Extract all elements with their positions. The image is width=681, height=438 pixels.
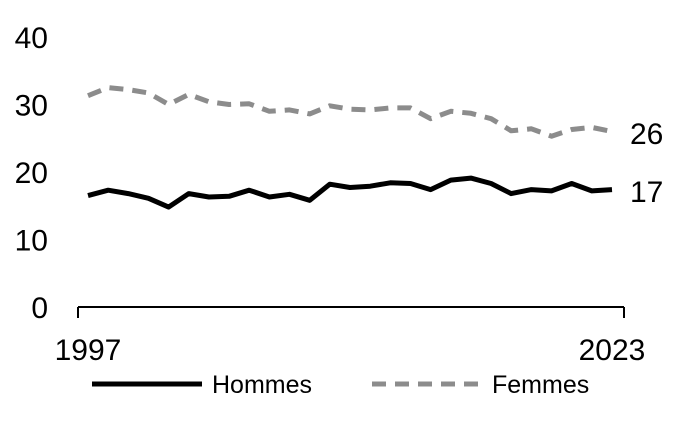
- y-axis-tick-labels: 0 10 20 30 40: [15, 22, 48, 325]
- y-tick-label-10: 10: [15, 225, 48, 258]
- hommes-end-label: 17: [630, 176, 663, 209]
- hommes-series-line: [87, 175, 613, 210]
- x-axis: 1997 2023: [55, 306, 646, 367]
- x-tick-label-end: 2023: [579, 334, 646, 367]
- femmes-end-label: 26: [630, 118, 663, 151]
- legend: Hommes Femmes: [92, 371, 589, 399]
- series-end-labels: 26 17: [630, 118, 663, 209]
- x-tick-label-start: 1997: [55, 334, 122, 367]
- y-tick-label-40: 40: [15, 22, 48, 55]
- y-tick-label-0: 0: [31, 292, 48, 325]
- legend-label-hommes: Hommes: [212, 371, 312, 399]
- femmes-series-line: [87, 85, 613, 139]
- y-tick-label-20: 20: [15, 157, 48, 190]
- legend-label-femmes: Femmes: [492, 371, 589, 399]
- series-layer: [87, 85, 613, 210]
- y-tick-label-30: 30: [15, 90, 48, 123]
